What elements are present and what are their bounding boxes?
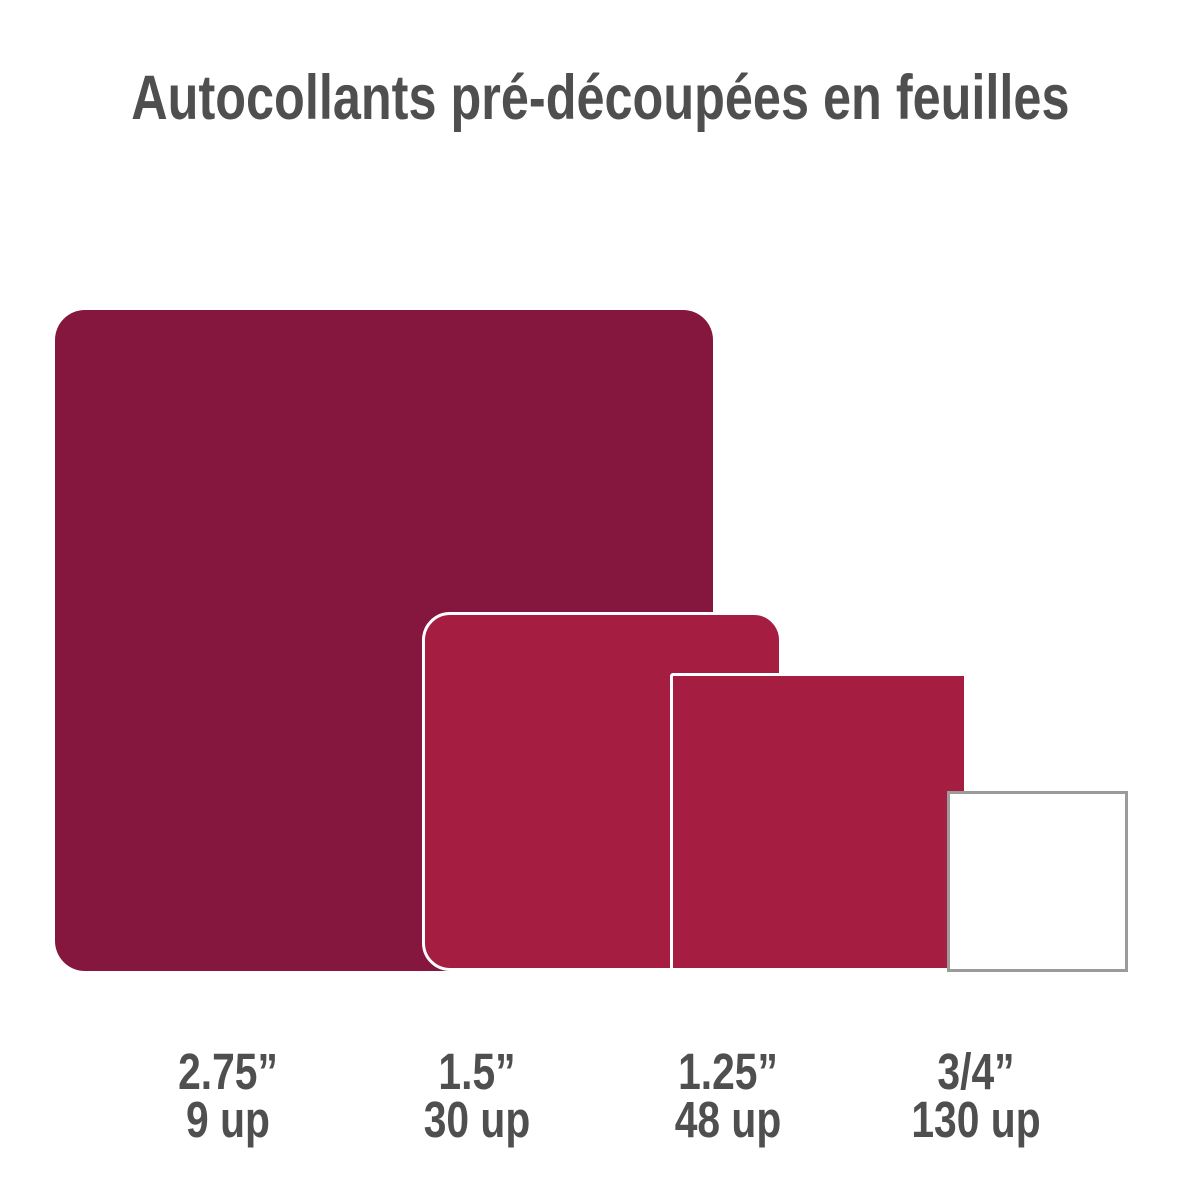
sticker-square-3-4in: [947, 791, 1128, 972]
size-label: 3/4”: [937, 1043, 1015, 1100]
count-label: 130 up: [911, 1091, 1041, 1149]
page-title: Autocollants pré-découpées en feuilles: [0, 62, 1200, 134]
count-label: 30 up: [423, 1091, 531, 1149]
label-column-2-75in: 2.75” 9 up: [166, 1043, 291, 1149]
label-column-1-5in: 1.5” 30 up: [410, 1043, 543, 1149]
size-label: 2.75”: [178, 1043, 278, 1100]
size-label: 1.5”: [438, 1043, 516, 1100]
count-label: 48 up: [674, 1091, 782, 1149]
size-label: 1.25”: [678, 1043, 778, 1100]
page-title-text: Autocollants pré-découpées en feuilles: [130, 63, 1070, 133]
sticker-square-1-25in: [670, 673, 967, 971]
label-column-3-4in: 3/4” 130 up: [895, 1043, 1057, 1149]
label-column-1-25in: 1.25” 48 up: [661, 1043, 794, 1149]
count-label: 9 up: [186, 1091, 270, 1149]
